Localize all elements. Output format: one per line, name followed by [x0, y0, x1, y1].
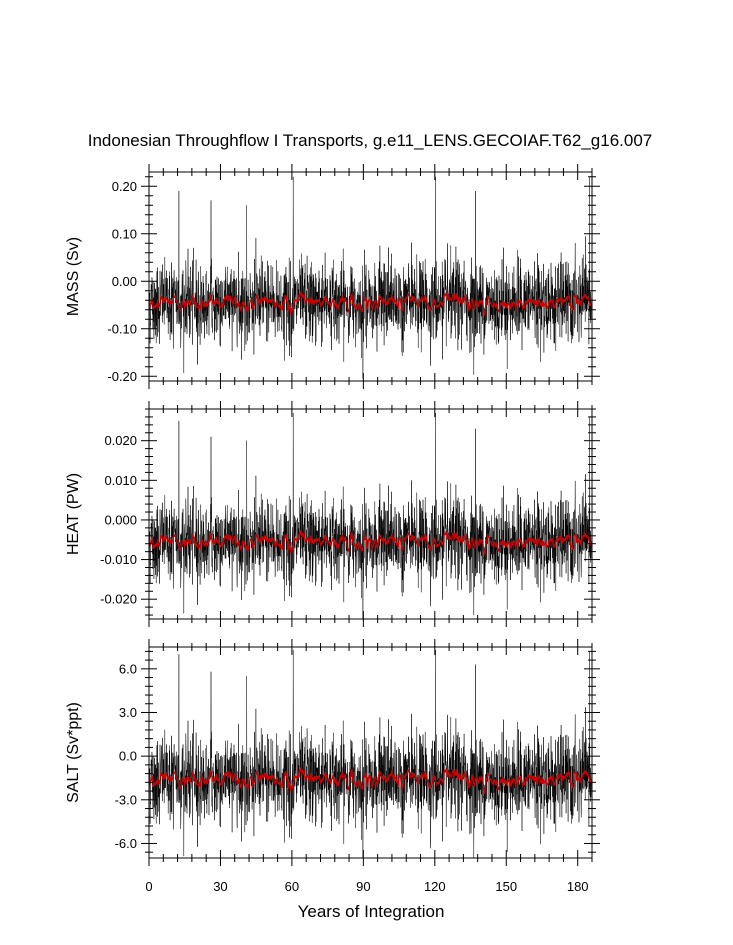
y-axis-label: MASS (Sv): [65, 237, 82, 316]
y-axis-label: HEAT (PW): [65, 473, 82, 555]
panel-salt: 6.0 3.0 0.0 -3.0 -6.0 SALT (Sv*ppt): [65, 639, 600, 866]
y-tick-label: 0.20: [112, 179, 137, 194]
y-tick-label: 0.10: [112, 226, 137, 241]
x-axis: 0 30 60 90 120 150 180: [145, 879, 588, 894]
x-axis-label: Years of Integration: [298, 902, 445, 921]
x-tick-label: 60: [285, 879, 299, 894]
smoothed-series-line: [149, 529, 592, 557]
y-tick-label: -0.010: [100, 552, 137, 567]
panel-mass: 0.20 0.10 0.00 -0.10 -0.20 MASS (Sv): [65, 164, 600, 389]
x-tick-label: 90: [356, 879, 370, 894]
y-axis-label: SALT (Sv*ppt): [65, 702, 82, 803]
y-tick-label: 0.00: [112, 274, 137, 289]
smoothed-series-line: [149, 766, 592, 795]
y-tick-label: 0.020: [104, 433, 137, 448]
y-tick-label: 6.0: [119, 661, 137, 676]
x-tick-label: 180: [567, 879, 589, 894]
x-tick-label: 30: [213, 879, 227, 894]
y-tick-label: 0.0: [119, 749, 137, 764]
y-tick-label: -6.0: [115, 836, 137, 851]
y-tick-label: 3.0: [119, 705, 137, 720]
chart-title: Indonesian Throughflow I Transports, g.e…: [88, 131, 653, 150]
raw-series-line: [149, 649, 592, 858]
smoothed-series-line: [149, 290, 592, 317]
x-tick-label: 120: [424, 879, 446, 894]
y-tick-label: 0.000: [104, 512, 137, 527]
panel-heat: 0.020 0.010 0.000 -0.010 -0.020 HEAT (PW): [65, 401, 600, 627]
y-tick-label: -0.10: [107, 321, 137, 336]
y-tick-label: -3.0: [115, 792, 137, 807]
panel-frame: [148, 646, 593, 859]
panel-frame: [148, 408, 593, 620]
y-tick-label: 0.010: [104, 473, 137, 488]
y-tick-label: -0.020: [100, 592, 137, 607]
panel-frame: [148, 171, 593, 382]
y-tick-label: -0.20: [107, 369, 137, 384]
x-tick-label: 0: [145, 879, 152, 894]
raw-series-line: [149, 412, 592, 619]
raw-series-line: [149, 176, 592, 379]
x-tick-label: 150: [495, 879, 517, 894]
